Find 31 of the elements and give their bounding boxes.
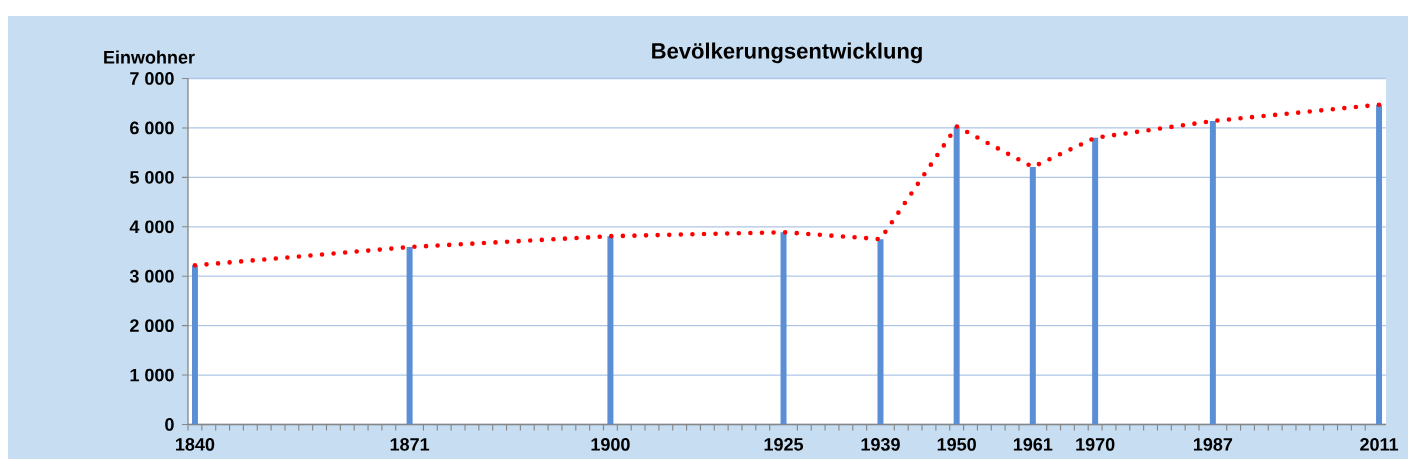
- bar: [1209, 121, 1216, 425]
- bar: [953, 126, 960, 425]
- x-tick-label: 1961: [1013, 438, 1053, 451]
- y-axis-title: Einwohner: [104, 50, 195, 64]
- y-tick-label: 7 000: [130, 72, 174, 85]
- x-tick-label: 1871: [390, 438, 430, 451]
- x-tick-label: 1840: [176, 438, 215, 451]
- bar: [607, 236, 614, 425]
- x-tick-label: 1900: [591, 438, 630, 451]
- y-tick-label: 2 000: [130, 319, 174, 333]
- bar: [1376, 104, 1383, 425]
- bar: [191, 265, 198, 425]
- x-tick-label: 1925: [764, 438, 804, 451]
- x-tick-label: 1939: [861, 438, 900, 451]
- y-tick-label: 5 000: [129, 170, 174, 184]
- bar: [780, 232, 787, 425]
- y-tick-label: 3 000: [129, 269, 174, 283]
- y-tick-label: 1 000: [130, 368, 174, 382]
- bar: [406, 247, 413, 425]
- x-tick-label: 2011: [1360, 438, 1399, 451]
- bar: [1029, 166, 1036, 425]
- y-tick-label: 6 000: [130, 121, 174, 135]
- bar: [877, 239, 884, 425]
- x-tick-label: 1970: [1076, 438, 1115, 451]
- bar: [1092, 137, 1099, 425]
- y-tick-label: 4 000: [129, 220, 174, 234]
- line-series: [192, 102, 1382, 268]
- chart-title: Bevölkerungsentwicklung: [652, 42, 922, 64]
- x-tick-label: 1987: [1193, 438, 1233, 451]
- y-tick-label: 0: [165, 418, 174, 431]
- x-tick-label: 1950: [937, 438, 976, 451]
